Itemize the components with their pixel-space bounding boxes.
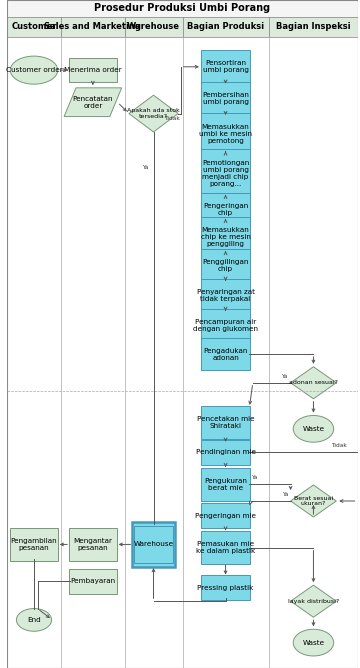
- Polygon shape: [64, 88, 122, 116]
- Text: Pengambilan
pesanan: Pengambilan pesanan: [11, 538, 57, 551]
- FancyBboxPatch shape: [201, 192, 250, 225]
- Ellipse shape: [17, 609, 51, 631]
- FancyBboxPatch shape: [69, 528, 117, 561]
- FancyBboxPatch shape: [201, 338, 250, 370]
- Text: adonan sesuai?: adonan sesuai?: [289, 380, 338, 385]
- FancyBboxPatch shape: [61, 17, 125, 37]
- Text: Customer order: Customer order: [6, 67, 62, 73]
- Text: Memasukkan
chip ke mesin
penggiling: Memasukkan chip ke mesin penggiling: [201, 227, 251, 247]
- Text: Bagian Produksi: Bagian Produksi: [187, 22, 264, 31]
- FancyBboxPatch shape: [201, 440, 250, 465]
- Text: Waste: Waste: [302, 426, 324, 432]
- FancyBboxPatch shape: [201, 114, 250, 154]
- Text: layak distribusi?: layak distribusi?: [288, 599, 339, 604]
- FancyBboxPatch shape: [201, 51, 250, 84]
- Text: Pencampuran air
dengan glukomen: Pencampuran air dengan glukomen: [193, 319, 258, 332]
- Text: Pressing plastik: Pressing plastik: [197, 585, 254, 591]
- Text: Sales and Marketing: Sales and Marketing: [44, 22, 141, 31]
- Text: Pengukuran
berat mie: Pengukuran berat mie: [204, 478, 247, 491]
- Text: Pencetakan mie
Shirataki: Pencetakan mie Shirataki: [197, 415, 255, 429]
- Text: Ya: Ya: [281, 373, 287, 379]
- FancyBboxPatch shape: [69, 569, 117, 594]
- Text: Pengeringan
chip: Pengeringan chip: [203, 202, 248, 216]
- Text: Penyaringan zat
tidak terpakai: Penyaringan zat tidak terpakai: [197, 289, 255, 302]
- FancyBboxPatch shape: [132, 522, 175, 567]
- Text: Pengeringan mie: Pengeringan mie: [195, 513, 256, 518]
- Text: Memasukkan
umbi ke mesin
pemotong: Memasukkan umbi ke mesin pemotong: [199, 124, 252, 144]
- Text: Pembayaran: Pembayaran: [70, 578, 116, 584]
- FancyBboxPatch shape: [201, 406, 250, 439]
- FancyBboxPatch shape: [201, 150, 250, 198]
- FancyBboxPatch shape: [201, 249, 250, 282]
- Text: Berat sesuai
ukuran?: Berat sesuai ukuran?: [294, 496, 333, 506]
- FancyBboxPatch shape: [201, 532, 250, 564]
- FancyBboxPatch shape: [69, 58, 117, 83]
- FancyBboxPatch shape: [201, 309, 250, 342]
- FancyBboxPatch shape: [201, 468, 250, 501]
- Text: Pendinginan mie: Pendinginan mie: [195, 450, 256, 455]
- Text: Mengantar
pesanan: Mengantar pesanan: [73, 538, 112, 551]
- FancyBboxPatch shape: [125, 17, 183, 37]
- Ellipse shape: [10, 56, 58, 84]
- Text: Pencatatan
order: Pencatatan order: [73, 96, 113, 109]
- Polygon shape: [291, 485, 336, 517]
- Text: End: End: [27, 617, 41, 623]
- FancyBboxPatch shape: [183, 17, 269, 37]
- Text: Pembersihan
umbi porang: Pembersihan umbi porang: [202, 92, 249, 105]
- Text: Prosedur Produksi Umbi Porang: Prosedur Produksi Umbi Porang: [94, 3, 271, 13]
- Text: Pengadukan
adonan: Pengadukan adonan: [203, 347, 248, 361]
- Text: Bagian Inspeksi: Bagian Inspeksi: [276, 22, 351, 31]
- Ellipse shape: [293, 629, 334, 656]
- Text: Tidak: Tidak: [331, 443, 347, 448]
- Ellipse shape: [293, 415, 334, 442]
- FancyBboxPatch shape: [269, 17, 358, 37]
- Polygon shape: [129, 96, 178, 132]
- Text: Pemotiongan
umbi porang
menjadi chip
porang...: Pemotiongan umbi porang menjadi chip por…: [202, 160, 249, 187]
- FancyBboxPatch shape: [7, 17, 61, 37]
- Polygon shape: [291, 367, 336, 399]
- Text: Penggilingan
chip: Penggilingan chip: [202, 259, 249, 272]
- Text: Pemasukan mie
ke dalam plastik: Pemasukan mie ke dalam plastik: [196, 541, 255, 554]
- FancyBboxPatch shape: [10, 528, 58, 561]
- FancyBboxPatch shape: [201, 576, 250, 601]
- FancyBboxPatch shape: [201, 504, 250, 528]
- Text: Ya: Ya: [251, 475, 258, 480]
- Text: Ya: Ya: [282, 492, 288, 497]
- Text: Ya: Ya: [141, 164, 148, 170]
- FancyBboxPatch shape: [7, 0, 358, 17]
- Text: Customer: Customer: [11, 22, 57, 31]
- FancyBboxPatch shape: [201, 82, 250, 115]
- Text: Warehouse: Warehouse: [127, 22, 180, 31]
- Text: Warehouse: Warehouse: [134, 542, 174, 547]
- Text: Apakah ada stok
tersedia?: Apakah ada stok tersedia?: [127, 108, 180, 119]
- Text: Menerima order: Menerima order: [64, 67, 122, 73]
- Text: Tidak: Tidak: [164, 116, 180, 121]
- Text: Pensortiran
umbi porang: Pensortiran umbi porang: [203, 60, 248, 73]
- FancyBboxPatch shape: [201, 279, 250, 311]
- Polygon shape: [291, 585, 336, 617]
- Text: Waste: Waste: [302, 640, 324, 645]
- FancyBboxPatch shape: [201, 217, 250, 258]
